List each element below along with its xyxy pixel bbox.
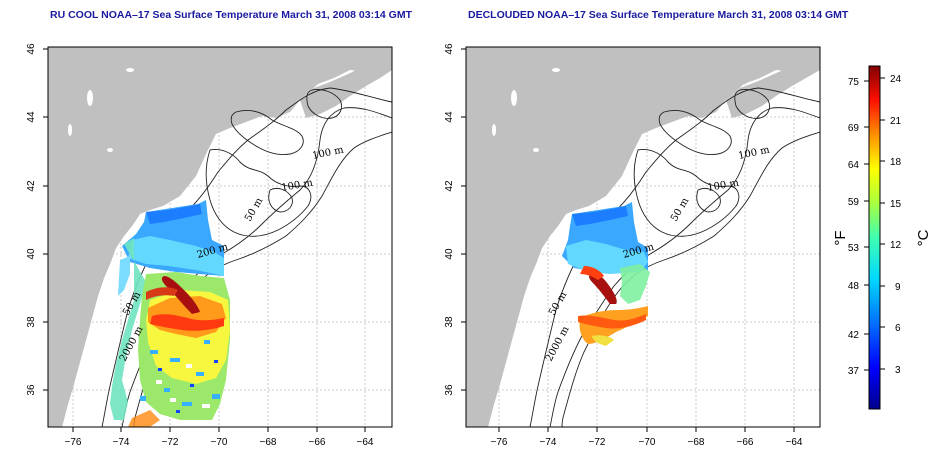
panel-left-title: RU COOL NOAA–17 Sea Surface Temperature … (50, 9, 413, 21)
x-tick-label: −68 (688, 437, 705, 448)
x-tick-label: −76 (491, 437, 508, 448)
y-tick-label: 44 (26, 111, 37, 123)
x-tick-label: −70 (639, 437, 656, 448)
land-nova-scotia-right (726, 58, 820, 118)
y-tick-label: 46 (444, 43, 455, 55)
y-tick-label: 36 (26, 384, 37, 396)
c-tick: 6 (895, 323, 901, 334)
bathymetry-contours-right (529, 87, 820, 427)
f-tick: 69 (848, 123, 860, 134)
y-tick-label: 44 (444, 111, 455, 123)
f-tick: 75 (848, 77, 860, 88)
map-panel-right: 100 m 100 m 50 m 200 m 50 m 2000 m −76 −… (444, 43, 821, 448)
y-tick-label: 36 (444, 384, 455, 396)
y-tick-label: 40 (26, 248, 37, 260)
lakes-left (68, 68, 134, 152)
x-tick-label: −70 (211, 437, 228, 448)
x-tick-label: −74 (540, 437, 557, 448)
sst-declouded-right (562, 202, 650, 346)
f-tick: 53 (848, 243, 860, 254)
map-border-left (47, 46, 393, 428)
c-tick: 9 (895, 282, 901, 293)
colorbar-celsius-label: °C (915, 229, 932, 246)
x-tick-label: −76 (65, 437, 82, 448)
y-axis-ticks-right: 36 38 40 42 44 46 (444, 43, 455, 396)
colorbar: 75 69 64 59 53 48 42 37 24 21 18 15 12 9… (832, 65, 932, 410)
x-tick-label: −66 (737, 437, 754, 448)
f-tick: 42 (848, 330, 860, 341)
x-axis-ticks-right: −76 −74 −72 −70 −68 −66 −64 (491, 437, 803, 448)
y-tick-label: 38 (444, 316, 455, 328)
x-tick-label: −68 (260, 437, 277, 448)
f-tick: 48 (848, 281, 860, 292)
c-tick: 24 (890, 74, 902, 85)
land-cape-breton-left (352, 66, 372, 80)
colorbar-gradient (868, 65, 881, 410)
map-panel-left: 100 m 100 m 50 m 200 m 50 m 2000 m −76 −… (26, 43, 393, 448)
c-tick: 21 (890, 116, 902, 127)
map-border-right (465, 46, 821, 428)
y-tick-label: 40 (444, 248, 455, 260)
fahrenheit-ticks: 75 69 64 59 53 48 42 37 (848, 77, 860, 377)
y-tick-label: 38 (26, 316, 37, 328)
y-axis-ticks-left: 36 38 40 42 44 46 (26, 43, 37, 396)
c-tick: 3 (895, 365, 901, 376)
f-tick: 59 (848, 197, 860, 208)
y-tick-label: 42 (26, 180, 37, 192)
panel-right-title: DECLOUDED NOAA–17 Sea Surface Temperatur… (468, 9, 849, 21)
c-tick: 18 (890, 157, 902, 168)
x-axis-ticks-left: −76 −74 −72 −70 −68 −66 −64 (65, 437, 374, 448)
c-tick: 12 (890, 240, 902, 251)
x-tick-label: −66 (309, 437, 326, 448)
x-tick-label: −72 (589, 437, 606, 448)
sst-swath-left (110, 200, 230, 427)
y-tick-label: 42 (444, 180, 455, 192)
x-tick-label: −64 (357, 437, 374, 448)
lakes-right (492, 68, 560, 152)
colorbar-fahrenheit-label: °F (832, 230, 849, 245)
x-tick-label: −74 (113, 437, 130, 448)
f-tick: 64 (848, 160, 860, 171)
c-tick: 15 (890, 199, 902, 210)
x-tick-label: −72 (162, 437, 179, 448)
x-tick-label: −64 (786, 437, 803, 448)
f-tick: 37 (848, 366, 860, 377)
y-tick-label: 46 (26, 43, 37, 55)
celsius-ticks: 24 21 18 15 12 9 6 3 (890, 74, 902, 376)
